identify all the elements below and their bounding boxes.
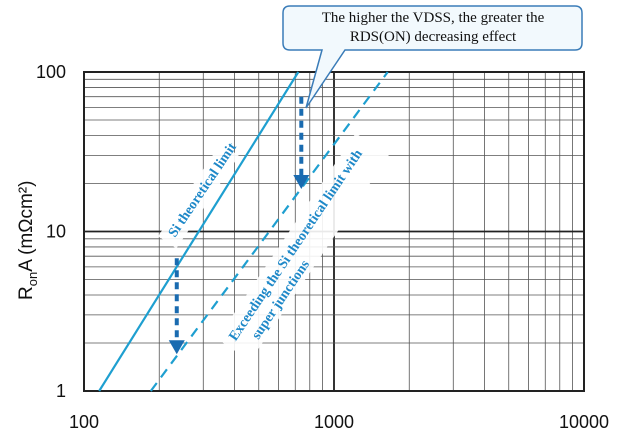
x-tick-label: 1000 — [314, 412, 354, 432]
y-tick-label: 100 — [36, 62, 66, 82]
plot-frame — [83, 71, 585, 392]
x-tick-labels: 100 1000 10000 — [69, 412, 609, 432]
y-tick-label: 1 — [56, 381, 66, 401]
callout-box — [282, 5, 583, 109]
y-axis-label: RonA (mΩcm²) — [16, 181, 40, 300]
arrow-head-icon — [168, 340, 185, 355]
y-tick-labels: 100 10 1 — [36, 62, 66, 401]
x-tick-label: 10000 — [559, 412, 609, 432]
arrow-head-icon — [293, 175, 310, 190]
arrow-layer — [168, 96, 310, 355]
y-tick-label: 10 — [46, 222, 66, 242]
series-layer — [98, 71, 389, 392]
callout-line-2: RDS(ON) decreasing effect — [350, 29, 517, 45]
x-tick-label: 100 — [69, 412, 99, 432]
series-si-limit-line — [98, 71, 300, 392]
series-super-junction-line — [149, 71, 389, 392]
callout: The higher the VDSS, the greater the RDS… — [282, 5, 583, 109]
callout-line-1: The higher the VDSS, the greater the — [322, 10, 545, 26]
